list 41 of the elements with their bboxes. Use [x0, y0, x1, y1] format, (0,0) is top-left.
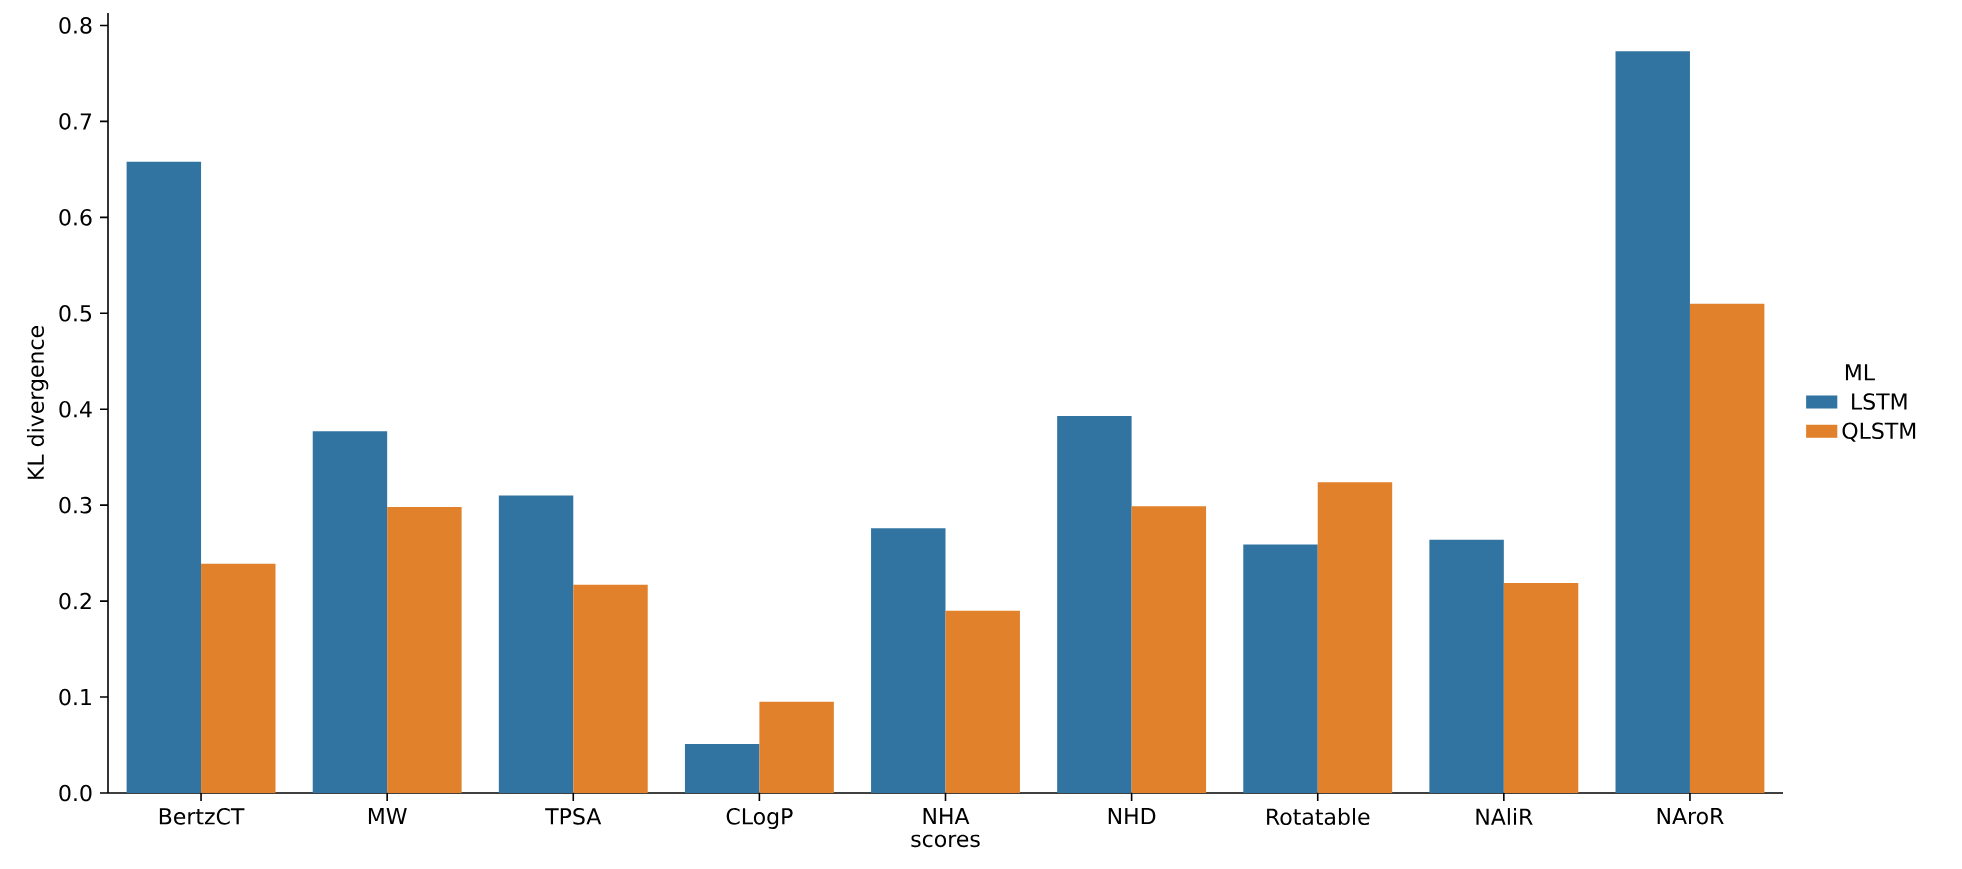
legend-label: LSTM — [1852, 393, 1907, 410]
x-tick-label: MW — [368, 808, 407, 825]
y-tick-label: 0.7 — [59, 113, 92, 130]
x-axis-title: scores — [911, 834, 980, 848]
y-tick-label: 0.0 — [59, 784, 92, 802]
x-tick-label: NHD — [1108, 808, 1156, 825]
y-tick-label: 0.5 — [59, 304, 92, 322]
x-tick-label: NAliR — [1476, 808, 1533, 825]
bar — [1615, 51, 1690, 793]
bar — [1689, 303, 1765, 793]
x-tick-label: BertzCT — [159, 808, 245, 825]
y-tick-label: 0.8 — [59, 17, 92, 34]
bar — [1243, 544, 1318, 793]
bar — [201, 563, 276, 793]
bar — [573, 584, 648, 793]
bar — [1057, 415, 1132, 793]
y-tick-label: 0.6 — [59, 209, 92, 226]
legend-label: QLSTM — [1842, 422, 1916, 442]
y-tick-label: 0.1 — [59, 688, 91, 706]
bar — [312, 431, 388, 793]
bar — [1131, 506, 1207, 793]
bar — [1503, 582, 1579, 793]
x-tick-label: NHA — [923, 808, 970, 825]
bar — [759, 701, 834, 793]
bar — [871, 528, 946, 793]
x-tick-label: TPSA — [545, 808, 602, 825]
y-axis-title: KL divergence — [27, 326, 49, 479]
bar — [684, 744, 760, 793]
x-tick-label: Rotatable — [1267, 808, 1370, 826]
bar — [387, 507, 462, 793]
x-tick-label: CLogP — [726, 808, 793, 829]
bar — [498, 495, 574, 793]
bar — [1317, 482, 1393, 793]
y-tick-label: 0.2 — [59, 592, 91, 610]
bar — [945, 610, 1020, 793]
bar — [1429, 539, 1504, 793]
y-tick-label: 0.4 — [59, 400, 92, 418]
legend-title: ML — [1845, 364, 1875, 381]
x-tick-label: NAroR — [1657, 808, 1724, 825]
y-tick-label: 0.3 — [59, 496, 92, 514]
bar — [126, 161, 202, 793]
